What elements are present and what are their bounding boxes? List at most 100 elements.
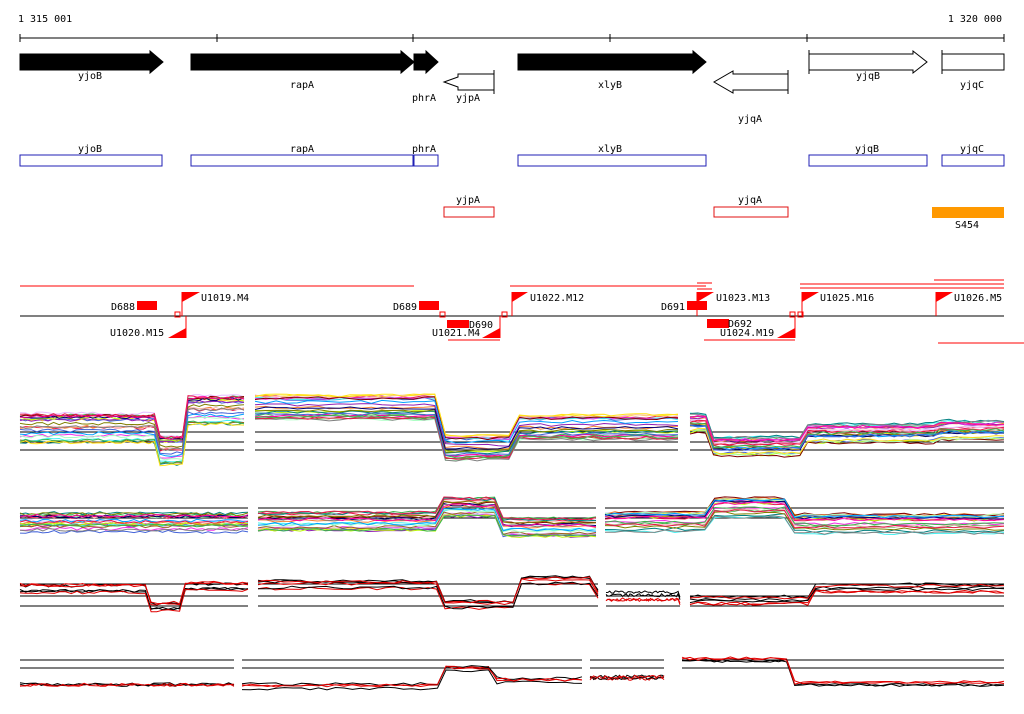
gene-arrow-yjoB[interactable]: [19, 49, 164, 75]
tu-flag-U1022.M12[interactable]: [512, 292, 528, 302]
downshift-label: D691: [661, 302, 685, 313]
profile-line: [604, 498, 1005, 519]
profile-line: [604, 515, 1005, 536]
profile-line: [604, 511, 1005, 531]
profile-line: [681, 656, 1005, 685]
junction-marker: [797, 311, 804, 318]
annotation-box-rapA[interactable]: [190, 154, 414, 167]
gene-label: rapA: [290, 80, 314, 91]
tu-label: U1025.M16: [820, 293, 874, 304]
profile-segment: [681, 656, 1005, 687]
tu-flag-U1026.M5[interactable]: [936, 292, 953, 302]
minus-strand-annotation-track: yjpA yjqA S454: [443, 195, 1004, 231]
tu-flag-U1020.M15[interactable]: [168, 328, 186, 338]
downshift-D692[interactable]: [707, 319, 729, 328]
junction-marker: [501, 311, 508, 318]
profile-line: [257, 500, 597, 525]
profile-line: [689, 415, 1005, 442]
profile-line: [19, 395, 245, 439]
gene-label: yjoB: [78, 71, 102, 82]
profile-line: [689, 589, 1005, 606]
profile-line: [19, 526, 249, 531]
profile-line: [605, 515, 1005, 535]
profile-line: [257, 501, 596, 525]
profile-line: [254, 406, 679, 450]
annotation-box-xlyB[interactable]: [517, 154, 707, 167]
profile-line: [19, 587, 249, 611]
expression-profile-panels: [19, 393, 1005, 691]
profile-line: [19, 514, 249, 519]
downshift-D691[interactable]: [687, 301, 707, 310]
profile-segment: [241, 659, 583, 691]
tu-label: U1020.M15: [110, 328, 164, 339]
tu-label: U1023.M13: [716, 293, 770, 304]
profile-line: [605, 590, 681, 598]
profile-segment: [19, 580, 249, 613]
gene-arrow-yjqB[interactable]: [808, 49, 928, 75]
annotation-box-yjoB[interactable]: [19, 154, 163, 167]
annotation-box-yjqC[interactable]: [941, 154, 1005, 167]
profile-segment: [254, 393, 679, 462]
annotation-box-yjqB[interactable]: [808, 154, 928, 167]
profile-line: [241, 665, 583, 686]
profile-line: [254, 393, 679, 438]
tu-flag-U1019.M4[interactable]: [182, 292, 200, 302]
profile-line: [19, 411, 245, 455]
gene-arrow-rapA[interactable]: [190, 49, 415, 75]
profile-line: [257, 509, 597, 533]
profile-line: [19, 419, 245, 463]
gene-arrow-xlyB[interactable]: [517, 49, 707, 75]
downshift-D689[interactable]: [419, 301, 439, 310]
junction-marker: [789, 311, 796, 318]
profile-line: [19, 413, 245, 457]
profile-segment: [257, 496, 597, 538]
downshift-D690[interactable]: [447, 320, 469, 328]
gene-label: phrA: [412, 93, 436, 104]
annotation-box-phrA[interactable]: [413, 154, 439, 167]
downshift-label: D690: [469, 320, 493, 331]
signal-feature-bar[interactable]: [932, 207, 1004, 218]
profile-segment: [605, 583, 681, 607]
profile-line: [254, 414, 679, 459]
tu-flag-U1023.M13[interactable]: [697, 292, 714, 302]
profile-line: [681, 658, 1005, 687]
gene-arrow-phrA[interactable]: [413, 49, 439, 75]
profile-line: [257, 496, 597, 521]
profile-line: [241, 669, 583, 691]
profile-line: [681, 656, 1005, 685]
profile-line: [19, 407, 245, 452]
profile-line: [689, 431, 1005, 458]
gene-label: yjpA: [456, 93, 480, 104]
gene-arrow-yjqA[interactable]: [713, 70, 789, 94]
box-label: yjpA: [456, 195, 480, 206]
annotation-box-yjpA[interactable]: [443, 206, 495, 218]
gene-label: yjqC: [960, 80, 984, 91]
signal-label: S454: [955, 220, 979, 231]
gene-arrow-yjpA[interactable]: [442, 73, 495, 91]
profile-segment: [19, 394, 245, 467]
box-label: yjqB: [855, 144, 879, 155]
coordinate-axis: 1 315 001 1 320 000: [18, 14, 1005, 42]
profile-line: [254, 403, 679, 447]
profile-line: [689, 424, 1005, 451]
profile-line: [604, 513, 1005, 533]
profile-line: [257, 581, 599, 610]
profile-line: [689, 422, 1005, 449]
tu-flag-U1024.M19[interactable]: [777, 328, 795, 338]
gene-track: yjoB rapA phrA yjpA xlyB yjqA yjqB yjqC: [19, 49, 1005, 125]
downshift-D688[interactable]: [137, 301, 157, 310]
tu-flag-U1021.M4[interactable]: [482, 328, 500, 338]
profile-line: [604, 498, 1005, 518]
profile-line: [257, 507, 597, 532]
profile-segment: [19, 507, 249, 534]
profile-segment: [19, 659, 235, 687]
gene-arrow-yjqC[interactable]: [941, 53, 1005, 71]
profile-line: [19, 580, 249, 605]
gene-label: yjqA: [738, 114, 762, 125]
profile-line: [254, 412, 679, 456]
profile-line: [19, 511, 249, 516]
annotation-box-yjqA[interactable]: [713, 206, 789, 218]
profile-segment: [689, 582, 1005, 607]
tu-flag-U1025.M16[interactable]: [802, 292, 819, 302]
axis-start-label: 1 315 001: [18, 14, 72, 25]
